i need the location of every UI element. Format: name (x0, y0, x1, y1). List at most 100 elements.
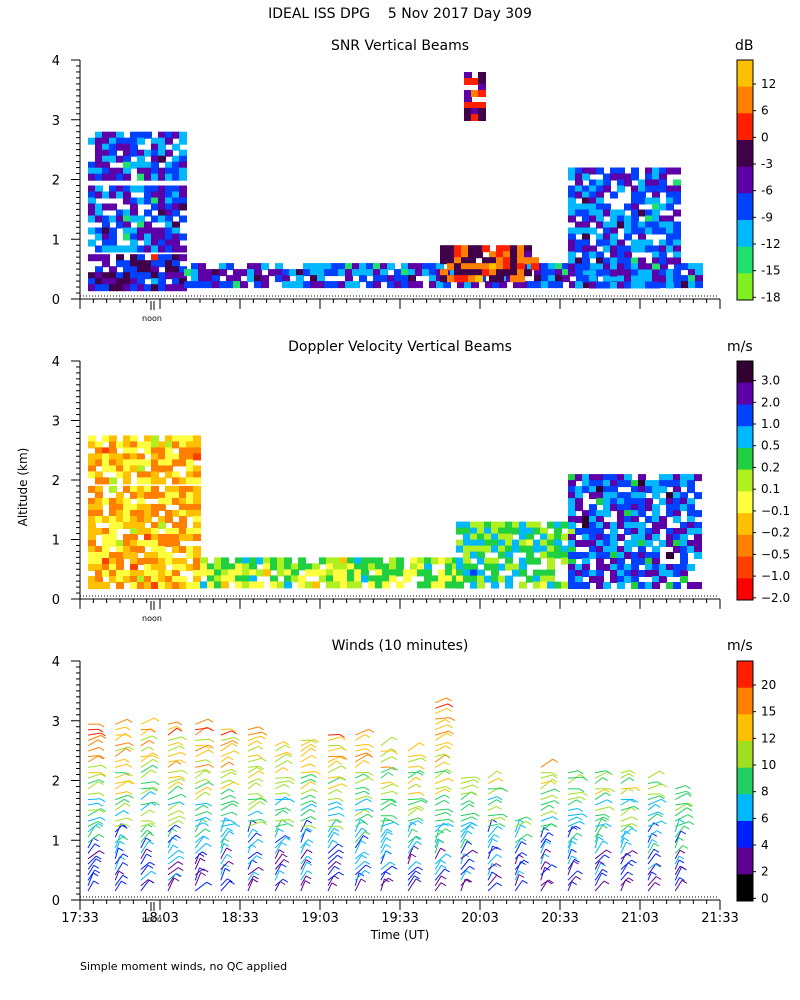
heatmap-cell (617, 498, 625, 506)
wind-barb (300, 842, 306, 854)
heatmap-cell (687, 522, 695, 529)
heatmap-cell (109, 540, 117, 547)
wind-barb-flag (279, 870, 285, 875)
heatmap-cell (447, 275, 455, 283)
heatmap-cell (158, 465, 166, 473)
heatmap-cell (617, 504, 625, 512)
heatmap-cell (184, 269, 192, 277)
heatmap-cell (596, 233, 604, 241)
wind-barb (300, 859, 307, 870)
wind-barb (115, 823, 125, 827)
colorbar-label: 3.0 (761, 374, 780, 388)
heatmap-cell (102, 167, 110, 175)
wind-barb-flag (223, 863, 230, 868)
heatmap-cell (575, 239, 583, 247)
wind-barb-flag (338, 776, 345, 781)
wind-barb-flag (496, 805, 502, 810)
heatmap-cell (624, 221, 632, 229)
wind-barb (540, 823, 552, 833)
heatmap-cell (123, 197, 131, 205)
wind-barb (220, 794, 231, 801)
wind-barb (460, 841, 468, 854)
wind-barb (434, 828, 446, 838)
wind-barb-flag (624, 830, 631, 835)
wind-barb-flag (604, 814, 611, 818)
heatmap-cell (475, 263, 483, 271)
heatmap-cell (596, 281, 604, 289)
heatmap-cell (317, 281, 325, 289)
wind-barb-flag (499, 823, 505, 828)
wind-barb (380, 877, 389, 887)
wind-barb-flag (121, 880, 127, 885)
heatmap-cell (568, 197, 576, 205)
wind-barb (407, 807, 418, 817)
wind-barb-flag (126, 734, 132, 739)
wind-barb (595, 799, 608, 806)
wind-barb-flag (475, 776, 481, 781)
wind-barb-flag (651, 839, 658, 843)
wind-barb-flag (685, 790, 692, 795)
heatmap-cell (464, 114, 472, 121)
heatmap-cell (130, 576, 138, 583)
heatmap-cell (382, 563, 390, 571)
wind-barb-flag (124, 758, 130, 763)
heatmap-cell (102, 564, 110, 571)
wind-barb-flag (633, 805, 640, 810)
heatmap-cell (403, 575, 411, 583)
heatmap-cell (221, 569, 229, 577)
heatmap-cell (596, 492, 604, 500)
heatmap-cell (109, 149, 117, 157)
heatmap-cell (461, 257, 469, 265)
wind-barb-flag (410, 821, 417, 826)
heatmap-cell (102, 582, 110, 589)
heatmap-cell (144, 221, 152, 229)
heatmap-cell (151, 173, 159, 181)
heatmap-cell (151, 546, 159, 553)
heatmap-cell (179, 266, 187, 274)
heatmap-cell (207, 563, 215, 571)
heatmap-cell (193, 465, 201, 473)
heatmap-cell (440, 269, 448, 277)
wind-barb (647, 781, 657, 784)
wind-barb-flag (389, 799, 396, 804)
wind-barb-flag (661, 820, 667, 825)
heatmap-cell (137, 233, 145, 241)
heatmap-cell (582, 570, 590, 577)
wind-barb-flag (448, 823, 454, 828)
wind-barb (194, 749, 209, 758)
heatmap-cell (109, 227, 117, 235)
heatmap-cell (326, 557, 334, 565)
heatmap-cell (130, 570, 138, 577)
heatmap-cell (482, 269, 490, 277)
noon-label: noon (142, 314, 162, 323)
heatmap-cell (596, 474, 604, 482)
heatmap-cell (429, 269, 437, 277)
heatmap-cell (498, 545, 506, 553)
wind-barb (487, 874, 498, 887)
wind-barb (540, 864, 552, 876)
wind-barb (487, 838, 493, 849)
wind-barb (354, 870, 366, 881)
heatmap-cell (205, 269, 213, 277)
y-tick-label: 3 (52, 415, 60, 430)
heatmap-cell (165, 516, 173, 523)
wind-barb-flag (149, 861, 156, 866)
wind-barb (514, 824, 522, 838)
heatmap-cell (687, 540, 695, 547)
heatmap-cell (123, 485, 131, 493)
heatmap-cell (179, 534, 187, 541)
heatmap-cell (102, 137, 110, 145)
wind-barb-flag (233, 800, 239, 805)
heatmap-cell (158, 149, 166, 157)
heatmap-cell (116, 185, 124, 193)
heatmap-cell (368, 563, 376, 571)
heatmap-cell (193, 576, 201, 583)
heatmap-cell (144, 516, 152, 523)
heatmap-cell (130, 197, 138, 205)
heatmap-cell (477, 533, 485, 541)
wind-barb (300, 816, 312, 822)
heatmap-cell (186, 441, 194, 449)
heatmap-cell (659, 269, 667, 277)
heatmap-cell (499, 281, 507, 289)
wind-barb (620, 807, 632, 817)
